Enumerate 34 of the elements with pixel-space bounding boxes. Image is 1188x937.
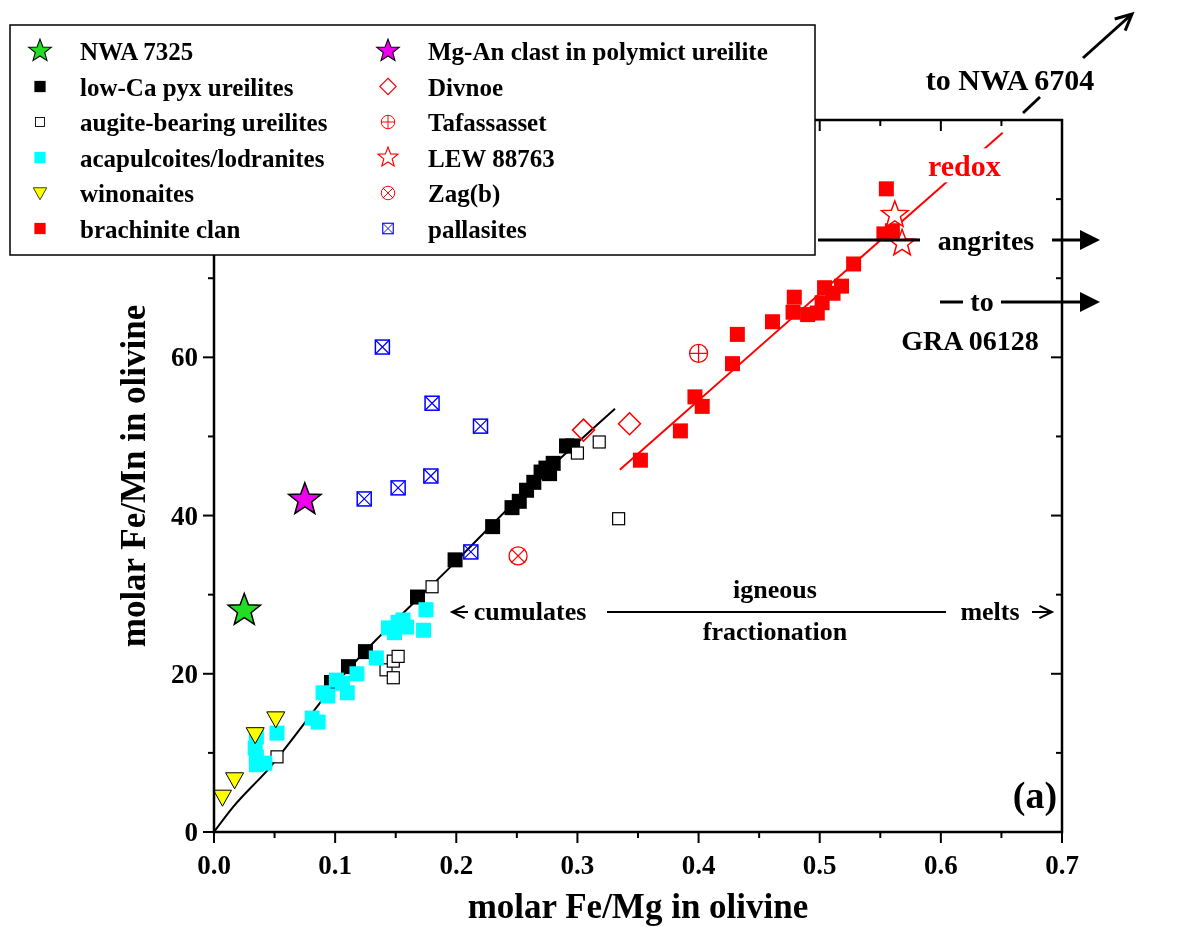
annotation: to GRA 06128 (901, 286, 1039, 356)
annotation: igneous fractionation (702, 575, 848, 646)
y-axis-title: molar Fe/Mn in olivine (114, 304, 153, 648)
x-tick-label: 0.7 (1045, 850, 1079, 880)
x-tick-label: 0.3 (560, 850, 595, 880)
legend-label: LEW 88763 (428, 144, 555, 172)
x-tick-label: 0.1 (318, 850, 353, 880)
y-tick-label: 60 (171, 342, 198, 373)
x-tick-label: 0.0 (197, 850, 231, 880)
x-tick-label: 0.6 (923, 850, 958, 880)
legend-label: acapulcoites/lodranites (80, 144, 325, 172)
annotation: cumulates (473, 597, 587, 626)
annotation: (a) (1012, 774, 1058, 817)
legend-label: brachinite clan (80, 215, 241, 243)
series-label: redox (927, 149, 1001, 183)
y-tick-label: 20 (171, 658, 198, 689)
x-axis-title: molar Fe/Mg in olivine (467, 887, 809, 926)
x-tick-label: 0.5 (802, 850, 837, 880)
y-tick-label: 0 (184, 817, 198, 847)
x-tick-label: 0.4 (681, 850, 716, 880)
legend-label: Mg-An clast in polymict ureilite (428, 38, 768, 65)
x-tick-label: 0.2 (439, 850, 474, 880)
legend-label: augite-bearing ureilites (80, 109, 328, 136)
y-tick-label: 40 (171, 500, 198, 531)
legend-label: low-Ca pyx ureilites (80, 73, 294, 101)
legend-label: pallasites (428, 215, 527, 243)
legend-label: Zag(b) (428, 180, 501, 208)
annotation: angrites (937, 225, 1035, 256)
text: to NWA 6704 (925, 63, 1095, 96)
legend-label: Divnoe (428, 73, 503, 101)
legend-label: Tafassasset (428, 109, 548, 136)
annotation: melts (960, 597, 1020, 626)
legend-label: winonaites (80, 180, 195, 207)
legend-label: NWA 7325 (80, 38, 194, 65)
